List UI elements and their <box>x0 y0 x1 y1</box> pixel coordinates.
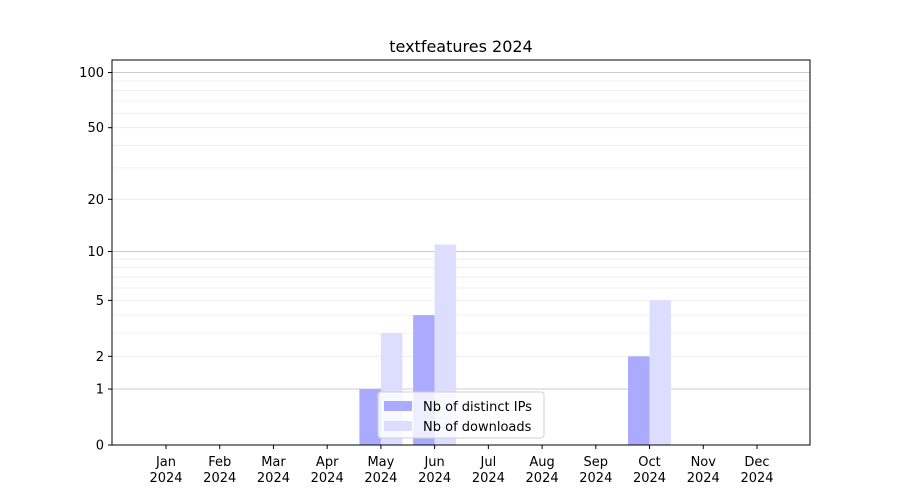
x-tick-label: 2024 <box>418 471 451 486</box>
bar-downloads <box>649 300 672 445</box>
x-tick-label: Oct <box>638 455 660 470</box>
x-tick-label: Jul <box>480 455 497 470</box>
x-tick-label: Jun <box>423 455 444 470</box>
x-tick-label: 2024 <box>633 471 666 486</box>
x-tick-label: 2024 <box>203 471 236 486</box>
x-tick-label: 2024 <box>364 471 397 486</box>
x-tick-label: 2024 <box>149 471 182 486</box>
x-tick-label: 2024 <box>472 471 505 486</box>
x-tick-label: Mar <box>261 455 286 470</box>
bar-ips <box>628 356 650 445</box>
y-tick-label: 5 <box>96 294 104 309</box>
y-tick-label: 100 <box>79 66 104 81</box>
y-tick-label: 20 <box>87 193 104 208</box>
x-tick-label: 2024 <box>740 471 773 486</box>
x-tick-label: 2024 <box>687 471 720 486</box>
grid <box>112 72 810 390</box>
y-tick-label: 1 <box>96 383 104 398</box>
y-tick-label: 50 <box>87 121 104 136</box>
x-tick-label: Apr <box>316 455 339 470</box>
x-tick-label: Jan <box>155 455 176 470</box>
legend-swatch <box>384 421 412 431</box>
x-tick-label: 2024 <box>257 471 290 486</box>
x-tick-label: 2024 <box>526 471 559 486</box>
y-tick-label: 10 <box>87 245 104 260</box>
x-tick-label: Nov <box>691 455 717 470</box>
x-tick-label: 2024 <box>311 471 344 486</box>
x-tick-label: Dec <box>744 455 769 470</box>
x-tick-label: Aug <box>529 455 554 470</box>
y-tick-label: 0 <box>96 439 104 454</box>
legend-label: Nb of distinct IPs <box>423 400 532 415</box>
legend-swatch <box>384 401 412 411</box>
bar-ips <box>359 389 381 445</box>
axes: 0125102050100Jan2024Feb2024Mar2024Apr202… <box>79 59 811 486</box>
chart-title: textfeatures 2024 <box>389 37 532 56</box>
x-tick-label: Feb <box>208 455 231 470</box>
x-tick-label: Sep <box>584 455 609 470</box>
legend-label: Nb of downloads <box>423 420 532 435</box>
x-tick-label: 2024 <box>579 471 612 486</box>
y-tick-label: 2 <box>96 350 104 365</box>
legend: Nb of distinct IPs Nb of downloads <box>377 391 545 439</box>
legend-box <box>377 391 545 439</box>
plot-frame <box>111 59 811 446</box>
x-tick-label: May <box>367 455 394 470</box>
